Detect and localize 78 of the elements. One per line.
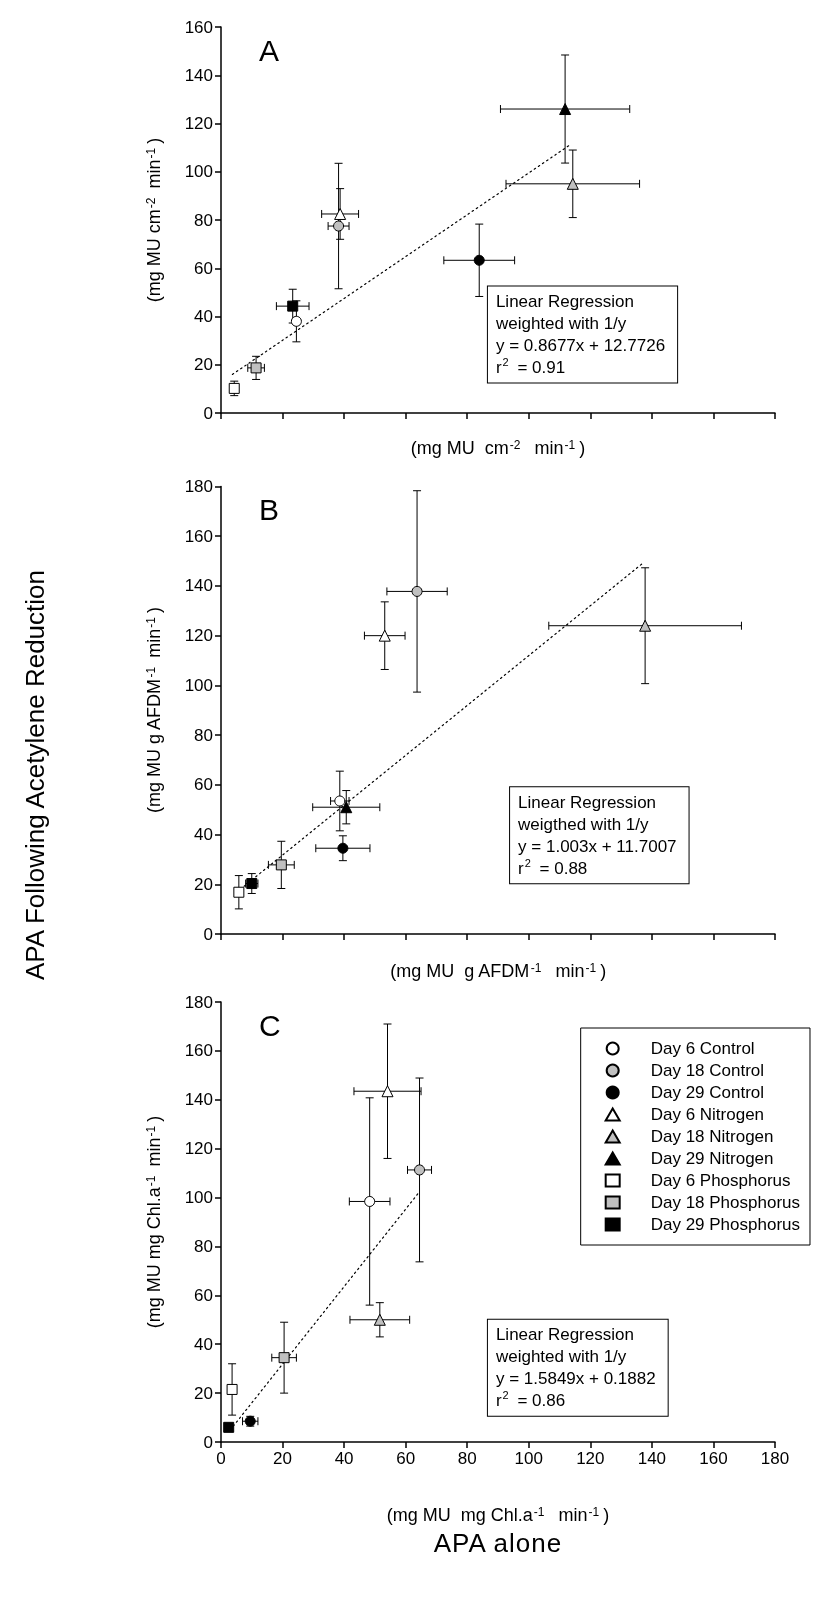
- y-tick-label: 20: [194, 355, 213, 375]
- y-tick-label: 160: [184, 526, 213, 546]
- y-tick-label: 140: [184, 1090, 213, 1110]
- x-tick-label: 100: [514, 1449, 543, 1468]
- legend-label: Day 6 Control: [650, 1039, 755, 1058]
- y-tick-label: 140: [184, 65, 213, 85]
- x-tick-label: 40: [334, 1449, 354, 1468]
- chart-title: B: [259, 492, 280, 526]
- point: [378, 629, 391, 642]
- y-tick-label: 180: [184, 477, 213, 496]
- legend-label: Day 29 Nitrogen: [650, 1149, 774, 1168]
- point: [334, 207, 347, 220]
- point: [414, 1164, 426, 1176]
- chart-title: A: [259, 33, 280, 67]
- point: [473, 254, 485, 266]
- point: [278, 1352, 290, 1364]
- x-tick-label: 20: [273, 1449, 293, 1468]
- y-tick-label: 0: [203, 924, 213, 944]
- point: [373, 1313, 386, 1326]
- text: APA alone: [432, 1528, 564, 1559]
- x-tick-label: 160: [699, 1449, 728, 1468]
- y-axis-title: (mg MU g AFDM-1 min-1): [144, 607, 164, 813]
- point: [226, 1383, 238, 1395]
- legend-label: Day 29 Control: [650, 1083, 765, 1102]
- y-tick-label: 0: [203, 403, 213, 423]
- chart-title: C: [259, 1008, 281, 1042]
- point: [223, 1421, 235, 1433]
- y-tick-label: 120: [184, 1139, 213, 1159]
- y-tick-label: 40: [194, 1334, 213, 1354]
- legend-label: Day 29 Phosphorus: [650, 1215, 801, 1234]
- x-tick-label: 140: [637, 1449, 667, 1468]
- y-tick-label: 40: [194, 307, 213, 326]
- point: [337, 842, 349, 854]
- y-tick-label: 60: [194, 1285, 213, 1305]
- y-tick-label: 80: [194, 1236, 213, 1256]
- y-tick-label: 120: [184, 626, 213, 646]
- point: [334, 795, 346, 807]
- y-tick-label: 100: [184, 675, 213, 695]
- y-tick-label: 80: [194, 725, 213, 745]
- x-tick-label: 60: [396, 1449, 416, 1468]
- y-tick-label: 180: [184, 992, 213, 1012]
- point: [287, 300, 299, 312]
- y-tick-label: 0: [203, 1432, 213, 1452]
- point: [381, 1085, 394, 1098]
- legend-label: Day 6 Nitrogen: [650, 1105, 765, 1124]
- y-tick-label: 60: [194, 775, 213, 795]
- x-tick-label: 80: [457, 1449, 477, 1468]
- legend-label: Day 18 Nitrogen: [650, 1127, 774, 1146]
- y-tick-label: 20: [194, 874, 213, 894]
- point: [333, 220, 345, 232]
- y-tick-label: 160: [184, 17, 213, 37]
- y-axis-title: (mg MU cm-2 min-1): [144, 137, 164, 303]
- y-tick-label: 100: [184, 1188, 213, 1208]
- x-tick-label: 0: [216, 1449, 226, 1468]
- y-tick-label: 160: [184, 1041, 213, 1061]
- point: [566, 177, 579, 190]
- point: [290, 315, 302, 327]
- point: [364, 1195, 376, 1207]
- legend-label: Day 18 Control: [650, 1061, 765, 1080]
- point: [340, 801, 353, 814]
- point: [639, 619, 652, 632]
- x-tick-label: 180: [760, 1449, 790, 1468]
- point: [559, 103, 572, 116]
- text: APA Following Acetylene Reduction: [20, 569, 50, 982]
- point: [275, 859, 287, 871]
- y-tick-label: 20: [194, 1383, 213, 1403]
- point: [233, 886, 245, 898]
- y-tick-label: 100: [184, 162, 213, 182]
- y-tick-label: 40: [194, 825, 213, 845]
- y-tick-label: 60: [194, 258, 213, 278]
- y-tick-label: 80: [194, 210, 213, 230]
- legend-label: Day 18 Phosphorus: [650, 1193, 801, 1212]
- y-tick-label: 120: [184, 114, 213, 133]
- y-tick-label: 140: [184, 576, 213, 596]
- legend-label: Day 6 Phosphorus: [650, 1171, 791, 1190]
- y-axis-title: (mg MU mg Chl.a-1 min-1): [144, 1115, 164, 1329]
- x-tick-label: 120: [576, 1449, 605, 1468]
- point: [411, 585, 423, 597]
